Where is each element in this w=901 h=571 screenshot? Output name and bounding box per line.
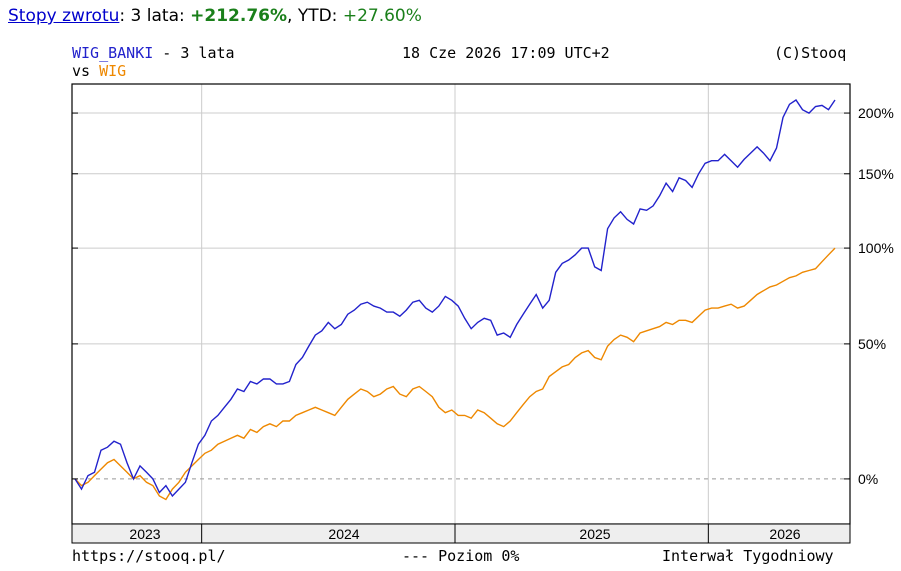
x-axis-band <box>71 523 851 544</box>
x-tick-label: 2024 <box>328 526 359 542</box>
gridlines <box>72 84 850 524</box>
x-tick-label: 2025 <box>579 526 610 542</box>
returns-link[interactable]: Stopy zwrotu <box>8 6 120 26</box>
series-line-wig-banki <box>74 99 836 498</box>
y-tick-label: 0% <box>858 471 878 487</box>
y-tick-label: 50% <box>858 336 886 352</box>
chart-title: WIG_BANKI - 3 lata <box>72 44 235 62</box>
series-line-wig <box>74 247 836 501</box>
y-tick-label: 200% <box>858 105 894 121</box>
compare-label: vs WIG <box>72 62 126 80</box>
compare-name: WIG <box>99 62 127 80</box>
vs-text: vs <box>72 62 100 80</box>
x-tick-label: 2026 <box>769 526 800 542</box>
series-period: - 3 lata <box>153 44 235 62</box>
footer-level-label: --- Poziom 0% <box>402 547 520 565</box>
returns-header: Stopy zwrotu: 3 lata: +212.76%, YTD: +27… <box>8 6 422 26</box>
period-return: +212.76% <box>190 6 288 26</box>
footer-url[interactable]: https://stooq.pl/ <box>72 547 226 565</box>
copyright: (C)Stooq <box>774 44 847 62</box>
y-tick-label: 150% <box>858 166 894 182</box>
ytd-text: , YTD: <box>287 6 343 26</box>
chart-datetime: 18 Cze 2026 17:09 UTC+2 <box>402 44 610 62</box>
y-axis: 0% 50% 100% 150% 200% <box>72 105 894 487</box>
series-name: WIG_BANKI <box>72 44 154 62</box>
ytd-return: +27.60% <box>342 6 422 26</box>
y-tick-label: 100% <box>858 240 894 256</box>
period-text: : 3 lata: <box>119 6 191 26</box>
x-axis: 2023 2024 2025 2026 <box>129 524 801 543</box>
plot-frame <box>71 83 851 525</box>
x-tick-label: 2023 <box>129 526 160 542</box>
footer-interval: Interwał Tygodniowy <box>662 547 834 565</box>
